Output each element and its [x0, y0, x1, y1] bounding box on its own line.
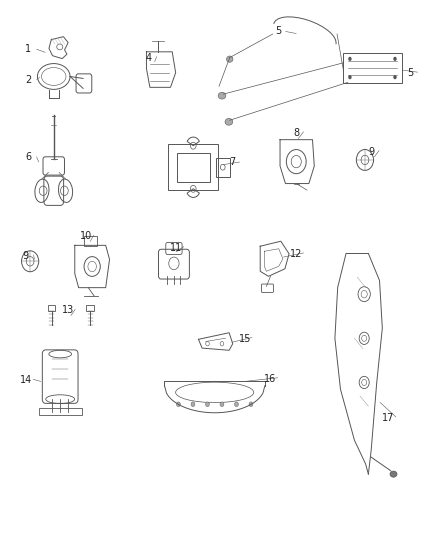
Circle shape [393, 75, 397, 79]
Text: 15: 15 [239, 334, 251, 344]
Text: 5: 5 [275, 27, 281, 36]
Text: 11: 11 [170, 243, 182, 253]
Circle shape [348, 75, 352, 79]
Ellipse shape [225, 118, 233, 125]
Text: 9: 9 [368, 147, 374, 157]
Text: 9: 9 [23, 251, 29, 261]
Text: 17: 17 [382, 413, 395, 423]
Circle shape [249, 402, 253, 407]
Text: 12: 12 [290, 249, 303, 259]
Bar [86, 305, 94, 311]
Text: 10: 10 [80, 231, 92, 241]
Ellipse shape [218, 92, 226, 99]
Text: 16: 16 [265, 374, 277, 384]
Text: 2: 2 [25, 75, 31, 85]
Text: 4: 4 [145, 53, 151, 62]
Text: 5: 5 [407, 68, 413, 78]
Circle shape [348, 57, 352, 61]
Text: 1: 1 [25, 44, 31, 54]
Ellipse shape [390, 471, 397, 477]
Circle shape [234, 402, 238, 407]
Bar [48, 305, 56, 311]
Circle shape [205, 402, 209, 407]
Text: 7: 7 [229, 157, 235, 167]
Circle shape [220, 402, 224, 407]
Text: 6: 6 [25, 152, 31, 162]
Text: 13: 13 [62, 305, 74, 316]
Circle shape [177, 402, 180, 407]
Circle shape [191, 402, 195, 407]
Circle shape [393, 57, 397, 61]
Text: 8: 8 [293, 128, 299, 138]
Bar [177, 153, 210, 182]
Ellipse shape [226, 56, 233, 62]
Text: 14: 14 [20, 375, 32, 385]
